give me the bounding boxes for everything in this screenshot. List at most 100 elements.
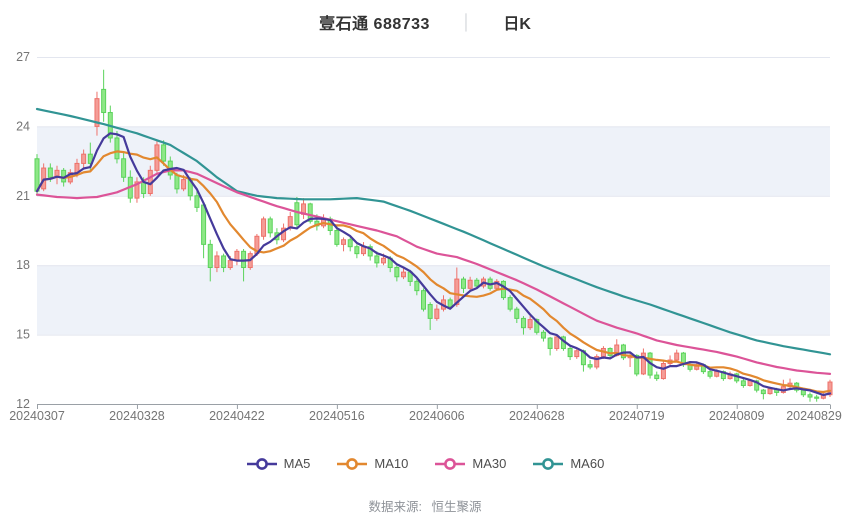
candle-body (201, 204, 207, 245)
legend-label-ma5: MA5 (283, 456, 311, 471)
svg-text:20240516: 20240516 (309, 409, 365, 423)
ma10-marker-icon (337, 457, 368, 470)
candle-body (454, 278, 460, 306)
legend-label-ma60: MA60 (570, 456, 605, 471)
legend-item-ma10[interactable]: MA10 (336, 456, 408, 471)
candle-body (334, 230, 340, 245)
legend-label-ma10: MA10 (374, 456, 409, 471)
candle-body (714, 371, 720, 377)
candle-body (141, 181, 147, 194)
price-bands (37, 126, 830, 335)
candle-body (401, 271, 407, 278)
candle-body (394, 267, 400, 278)
candle-body (101, 88, 107, 114)
candle-body (227, 260, 233, 269)
candle-body (640, 352, 646, 375)
candle-body (660, 363, 666, 380)
candle-body (800, 389, 806, 396)
svg-text:15: 15 (16, 328, 30, 342)
ma-legend: MA5 MA10 MA30 MA60 (0, 456, 850, 471)
svg-text:20240628: 20240628 (509, 409, 565, 423)
candle-body (81, 153, 87, 164)
svg-text:20240809: 20240809 (709, 409, 765, 423)
x-axis: 20240307 20240328 20240422 20240516 20240606… (9, 404, 842, 423)
legend-item-ma30[interactable]: MA30 (434, 456, 506, 471)
candle-body (547, 337, 553, 349)
candle-body (594, 356, 600, 368)
candle-body (347, 239, 353, 248)
candle-body (261, 218, 267, 237)
candle-body (427, 304, 433, 319)
y-axis-labels: 27 24 21 18 15 12 (16, 50, 30, 411)
candle-body (47, 167, 53, 178)
candle-body (474, 279, 480, 287)
svg-text:21: 21 (16, 189, 30, 203)
candle-body (807, 394, 813, 398)
candle-body (740, 380, 746, 386)
candle-body (174, 174, 180, 190)
candle-body (514, 308, 520, 319)
legend-item-ma60[interactable]: MA60 (532, 456, 604, 471)
candle-body (181, 179, 187, 190)
chart-title: 壹石通 688733 │ 日K (0, 10, 850, 34)
candle-body (307, 203, 313, 222)
legend-item-ma5[interactable]: MA5 (246, 456, 311, 471)
gridlines (37, 57, 830, 336)
candle-body (540, 331, 546, 339)
candle-body (567, 347, 573, 358)
svg-text:12: 12 (16, 397, 30, 411)
candle-body (267, 218, 273, 234)
candle-body (827, 381, 833, 396)
ma-line-ma5 (35, 132, 832, 397)
svg-text:20240328: 20240328 (109, 409, 165, 423)
stock-name-code: 壹石通 688733 (319, 16, 430, 33)
candle-body (374, 255, 380, 264)
svg-text:24: 24 (16, 119, 30, 133)
candle-body (134, 181, 140, 199)
ma-line-ma30 (35, 169, 832, 375)
candle-body (460, 278, 466, 289)
candle-body (814, 396, 820, 399)
candle-body (114, 137, 120, 160)
svg-text:20240307: 20240307 (9, 409, 65, 423)
ma60-marker-icon (533, 457, 564, 470)
candle-body (527, 319, 533, 329)
ma5-marker-icon (246, 457, 277, 470)
candle-body (707, 371, 713, 377)
candle-body (574, 350, 580, 358)
data-source-note: 数据来源: 恒生聚源 (0, 496, 850, 515)
candle-body (294, 202, 300, 226)
candle-body (467, 279, 473, 289)
candle-body (634, 354, 640, 375)
svg-text:27: 27 (16, 50, 30, 64)
ma-line-ma60 (35, 107, 832, 356)
svg-text:18: 18 (16, 258, 30, 272)
candle-body (194, 195, 200, 208)
candle-body (367, 246, 373, 257)
legend-label-ma30: MA30 (472, 456, 507, 471)
candle-body (221, 255, 227, 269)
candle-body (207, 243, 213, 269)
candles (34, 69, 833, 402)
candle-body (34, 158, 40, 192)
candle-body (674, 352, 680, 361)
ma30-marker-icon (435, 457, 466, 470)
candle-body (520, 317, 526, 329)
candle-body (421, 290, 427, 310)
svg-text:20240606: 20240606 (409, 409, 465, 423)
candle-body (587, 364, 593, 368)
candle-body (214, 255, 220, 269)
candle-body (161, 144, 167, 162)
candle-body (94, 98, 100, 127)
candle-body (87, 153, 93, 164)
candle-body (534, 319, 540, 333)
candle-body (767, 388, 773, 395)
candle-body (554, 336, 560, 349)
svg-text:20240719: 20240719 (609, 409, 665, 423)
title-separator-icon: │ (461, 13, 472, 31)
candle-body (354, 246, 360, 255)
candle-body (414, 280, 420, 292)
candle-body (760, 389, 766, 395)
